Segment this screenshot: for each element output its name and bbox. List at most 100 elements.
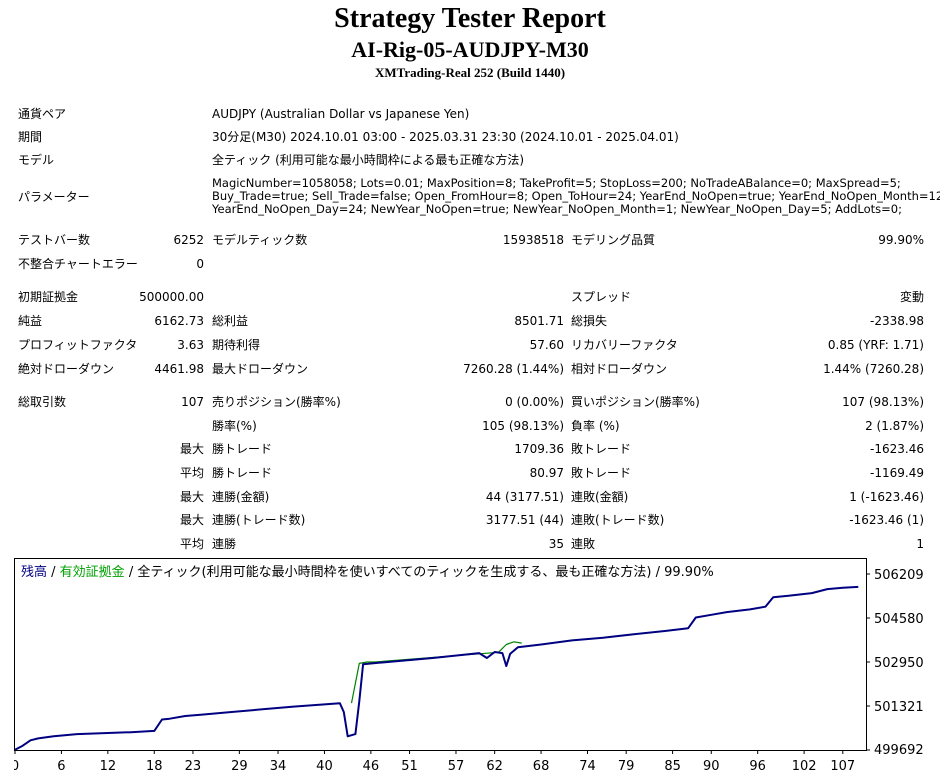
consecutive-loss-value: -1623.46 (1) <box>849 513 924 527</box>
long-positions-label: 買いポジション(勝率%) <box>571 395 700 409</box>
profit-factor-label: プロフィットファクタ <box>18 338 138 352</box>
params-line-2: Buy_Trade=true; Sell_Trade=false; Open_F… <box>212 189 940 203</box>
short-positions-value: 0 (0.00%) <box>505 395 564 409</box>
bars-value: 6252 <box>173 233 204 247</box>
x-tick-label: 102 <box>792 759 817 774</box>
y-tick-label: 506209 <box>874 568 924 583</box>
legend-equity: 有効証拠金 <box>60 564 125 580</box>
deposit-label: 初期証拠金 <box>18 290 79 304</box>
model-value: 全ティック (利用可能な最小時間枠による最も正確な方法) <box>212 153 525 167</box>
x-tick-label: 6 <box>57 759 65 774</box>
long-positions-value: 107 (98.13%) <box>842 395 924 409</box>
chart-legend: 残高 / 有効証拠金 / 全ティック(利用可能な最小時間枠を使いすべてのティック… <box>21 564 714 580</box>
largest-loss-label: 敗トレード <box>571 442 632 456</box>
symbol-value: AUDJPY (Australian Dollar vs Japanese Ye… <box>212 107 470 121</box>
chart-series <box>14 585 859 751</box>
absolute-drawdown-value: 4461.98 <box>154 362 204 376</box>
largest-prefix: 最大 <box>179 442 204 456</box>
x-tick-label: 107 <box>830 759 855 774</box>
avg-consecutive-losses-value: 1 <box>916 537 924 551</box>
total-trades-label: 総取引数 <box>18 395 67 409</box>
recovery-factor-label: リカバリーファクタ <box>571 338 678 352</box>
consecutive-wins-money-label: 連勝(金額) <box>212 490 270 504</box>
relative-drawdown-value: 1.44% (7260.28) <box>823 362 924 376</box>
period-value: 30分足(M30) 2024.10.01 03:00 - 2025.03.31 … <box>212 130 679 144</box>
mismatch-label: 不整合チャートエラー <box>18 257 138 271</box>
max-consec-trades-prefix: 最大 <box>179 513 204 527</box>
ticks-value: 15938518 <box>502 233 564 247</box>
x-tick-label: 34 <box>270 759 287 774</box>
loss-rate-value: 2 (1.87%) <box>865 419 924 433</box>
gross-loss-label: 総損失 <box>571 314 608 328</box>
spread-label: スプレッド <box>571 290 632 304</box>
recovery-factor-value: 0.85 (YRF: 1.71) <box>827 338 924 352</box>
consecutive-wins-money-value: 44 (3177.51) <box>485 490 564 504</box>
average-win-label: 勝トレード <box>212 466 273 480</box>
x-axis: 0 6 12 18 23 29 34 40 46 51 57 62 68 74 79 85 90 96 102 107 <box>14 750 855 774</box>
quality-label: モデリング品質 <box>571 233 656 247</box>
loss-rate-label: 負率 (%) <box>571 419 620 433</box>
total-trades-value: 107 <box>181 395 204 409</box>
x-tick-label: 96 <box>749 759 766 774</box>
bars-label: テストバー数 <box>18 233 91 247</box>
consecutive-losses-money-label: 連敗(金額) <box>571 490 629 504</box>
average-prefix: 平均 <box>179 466 204 480</box>
x-tick-label: 40 <box>316 759 333 774</box>
gross-profit-value: 8501.71 <box>514 314 564 328</box>
x-tick-label: 23 <box>185 759 202 774</box>
x-tick-label: 62 <box>486 759 503 774</box>
x-tick-label: 68 <box>533 759 550 774</box>
consecutive-profit-value: 3177.51 (44) <box>485 513 564 527</box>
x-tick-label: 12 <box>100 759 117 774</box>
avg-consecutive-losses-label: 連敗 <box>571 537 596 551</box>
period-label: 期間 <box>18 130 43 144</box>
expert-name: AI-Rig-05-AUDJPY-M30 <box>351 37 589 62</box>
x-tick-label: 18 <box>146 759 163 774</box>
y-tick-label: 499692 <box>874 743 924 758</box>
avg-consecutive-wins-label: 連勝 <box>212 537 237 551</box>
average-loss-value: -1169.49 <box>870 466 924 480</box>
x-tick-label: 74 <box>579 759 596 774</box>
report-title: Strategy Tester Report <box>334 3 606 34</box>
consecutive-profit-label: 連勝(トレード数) <box>212 513 306 527</box>
x-tick-label: 85 <box>664 759 681 774</box>
relative-drawdown-label: 相対ドローダウン <box>571 362 668 376</box>
x-tick-label: 51 <box>401 759 418 774</box>
average-win-value: 80.97 <box>529 466 564 480</box>
expected-payoff-label: 期待利得 <box>212 338 261 352</box>
balance-chart: 506209 504580 502950 501321 499692 0 6 12 18 23 2… <box>14 558 926 780</box>
model-label: モデル <box>18 153 55 167</box>
max-drawdown-value: 7260.28 (1.44%) <box>463 362 564 376</box>
chart-background <box>14 558 926 780</box>
x-tick-label: 90 <box>703 759 720 774</box>
x-tick-label: 57 <box>448 759 465 774</box>
balance-line <box>14 585 859 751</box>
largest-loss-value: -1623.46 <box>870 442 924 456</box>
mismatch-value: 0 <box>196 257 204 271</box>
params-label: パラメーター <box>18 190 90 204</box>
absolute-drawdown-label: 絶対ドローダウン <box>18 362 115 376</box>
spread-value: 変動 <box>899 290 924 304</box>
gross-loss-value: -2338.98 <box>870 314 924 328</box>
y-axis: 506209 504580 502950 501321 499692 <box>866 568 924 758</box>
server-build: XMTrading-Real 252 (Build 1440) <box>374 65 566 80</box>
legend-balance: 残高 <box>21 564 47 580</box>
x-tick-label: 79 <box>618 759 635 774</box>
largest-win-label: 勝トレード <box>212 442 273 456</box>
avg-consecutive-wins-value: 35 <box>548 537 564 551</box>
short-positions-label: 売りポジション(勝率%) <box>212 395 341 409</box>
max-consec-money-prefix: 最大 <box>179 490 204 504</box>
params-line-1: MagicNumber=1058058; Lots=0.01; MaxPosit… <box>212 176 901 190</box>
ticks-label: モデルティック数 <box>212 233 308 247</box>
y-tick-label: 501321 <box>874 700 924 715</box>
net-profit-label: 純益 <box>18 314 43 328</box>
chart-plot-frame <box>14 558 867 751</box>
legend-description: / 全ティック(利用可能な最小時間枠を使いすべてのティックを生成する、最も正確な… <box>125 564 714 580</box>
x-tick-label: 46 <box>363 759 380 774</box>
x-tick-label: 0 <box>14 759 19 774</box>
y-tick-label: 504580 <box>874 612 924 627</box>
consecutive-losses-money-value: 1 (-1623.46) <box>849 490 924 504</box>
win-rate-label: 勝率(%) <box>212 419 257 433</box>
gross-profit-label: 総利益 <box>212 314 249 328</box>
symbol-label: 通貨ペア <box>18 107 67 121</box>
